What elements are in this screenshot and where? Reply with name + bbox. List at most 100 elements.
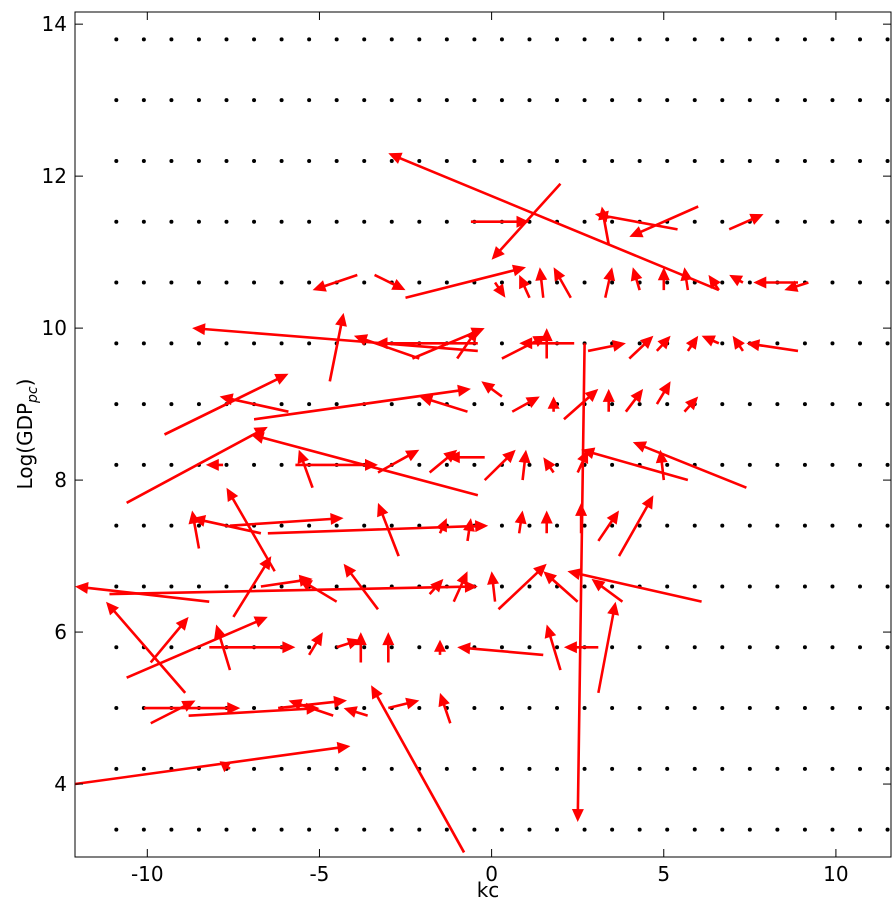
arrow — [543, 457, 556, 474]
grid-dot — [582, 37, 587, 42]
grid-dot — [775, 766, 780, 771]
grid-dot — [334, 584, 339, 589]
arrow — [511, 396, 540, 413]
grid-dot — [885, 341, 890, 346]
grid-dot — [279, 219, 284, 224]
grid-dot — [472, 766, 477, 771]
arrow — [205, 458, 224, 471]
grid-dot — [775, 219, 780, 224]
grid-dot — [389, 827, 394, 832]
grid-dot — [858, 402, 863, 407]
arrow — [106, 601, 187, 694]
arrow — [587, 340, 626, 353]
grid-dot — [665, 462, 670, 467]
arrow — [438, 692, 452, 724]
grid-dot — [830, 827, 835, 832]
grid-dot — [417, 219, 422, 224]
grid-dot — [389, 158, 394, 163]
grid-dot — [527, 584, 532, 589]
grid-dot — [307, 341, 312, 346]
arrow — [553, 267, 572, 299]
x-tick-label: 10 — [823, 862, 848, 886]
grid-dot — [885, 462, 890, 467]
arrow — [603, 267, 616, 298]
grid-dot — [610, 645, 615, 650]
arrow — [288, 699, 334, 717]
grid-dot — [279, 37, 284, 42]
grid-dot — [114, 766, 119, 771]
grid-dot — [169, 37, 174, 42]
grid-dot — [665, 827, 670, 832]
grid-dot — [692, 584, 697, 589]
grid-dot — [114, 98, 119, 103]
grid-dot — [224, 98, 229, 103]
grid-dot — [555, 523, 560, 528]
arrow — [701, 335, 720, 347]
grid-dot — [637, 402, 642, 407]
x-tick-label: -10 — [131, 862, 164, 886]
grid-dot — [252, 827, 257, 832]
grid-dot — [692, 706, 697, 711]
grid-dot — [169, 584, 174, 589]
arrow — [470, 215, 530, 228]
grid-dot — [720, 645, 725, 650]
arrow — [143, 702, 241, 715]
grid-dot — [692, 645, 697, 650]
grid-dot — [196, 584, 201, 589]
grid-dot — [747, 158, 752, 163]
grid-dot — [334, 37, 339, 42]
x-tick-label: -5 — [309, 862, 329, 886]
grid-dot — [802, 37, 807, 42]
grid-dot — [252, 766, 257, 771]
grid-dot — [885, 584, 890, 589]
grid-dot — [307, 645, 312, 650]
grid-dot — [637, 158, 642, 163]
grid-dot — [307, 280, 312, 285]
arrow — [253, 384, 471, 421]
grid-dot — [665, 706, 670, 711]
grid-dot — [665, 37, 670, 42]
grid-dot — [141, 523, 146, 528]
grid-dot — [692, 98, 697, 103]
grid-dot — [802, 402, 807, 407]
arrow — [685, 335, 699, 352]
grid-dot — [555, 827, 560, 832]
grid-dot — [802, 523, 807, 528]
grid-dot — [610, 280, 615, 285]
grid-dot — [802, 341, 807, 346]
grid-dot — [444, 280, 449, 285]
grid-dot — [637, 827, 642, 832]
grid-dot — [389, 219, 394, 224]
grid-dot — [720, 280, 725, 285]
grid-dot — [747, 706, 752, 711]
grid-dot — [830, 402, 835, 407]
grid-dot — [747, 98, 752, 103]
grid-dot — [224, 462, 229, 467]
grid-dot — [747, 827, 752, 832]
grid-dot — [389, 645, 394, 650]
grid-dot — [362, 37, 367, 42]
grid-dot — [114, 706, 119, 711]
arrow — [260, 574, 313, 588]
y-label-end: ) — [13, 379, 37, 387]
grid-dot — [775, 341, 780, 346]
grid-dot — [141, 462, 146, 467]
grid-dot — [610, 706, 615, 711]
grid-dot — [830, 706, 835, 711]
arrow — [377, 502, 400, 557]
grid-dot — [417, 402, 422, 407]
grid-dot — [582, 706, 587, 711]
grid-dot — [885, 98, 890, 103]
grid-dot — [720, 706, 725, 711]
grid-dot — [196, 158, 201, 163]
grid-dot — [582, 523, 587, 528]
y-tick-label: 4 — [54, 772, 67, 796]
grid-dot — [610, 827, 615, 832]
grid-dot — [747, 645, 752, 650]
grid-dot — [169, 523, 174, 528]
grid-dot — [252, 158, 257, 163]
grid-dot — [169, 341, 174, 346]
grid-dot — [279, 827, 284, 832]
grid-dot — [720, 523, 725, 528]
arrow — [388, 152, 720, 292]
